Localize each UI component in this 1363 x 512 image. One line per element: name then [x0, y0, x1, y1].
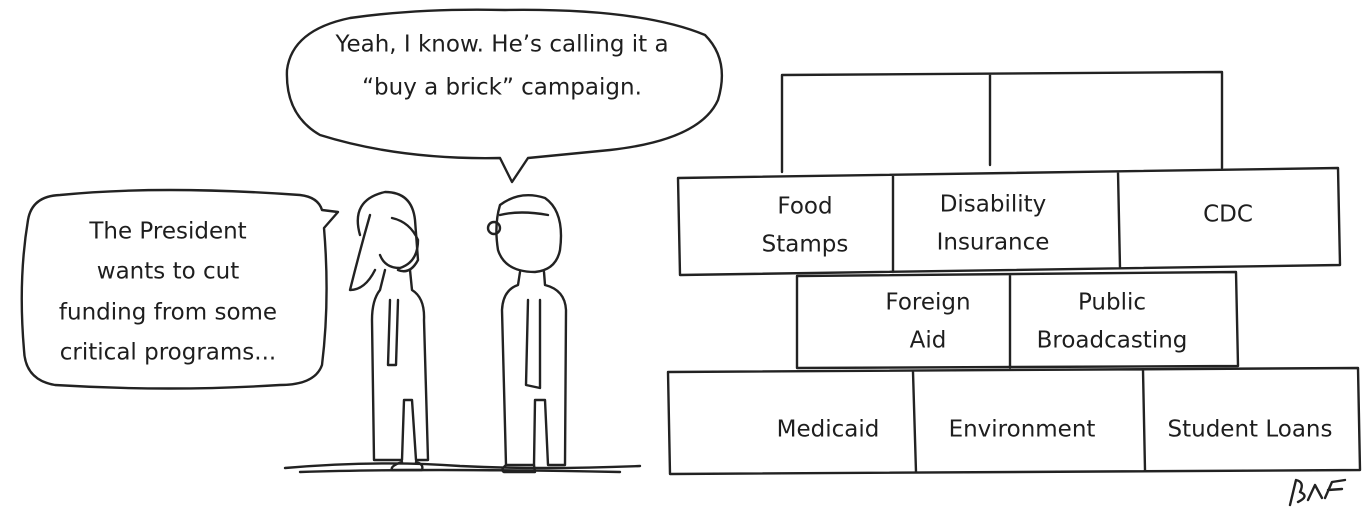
- brick-label: Aid: [910, 328, 947, 354]
- brick-label: Disability: [940, 192, 1047, 218]
- signature: [1290, 480, 1345, 505]
- wall-frame: [668, 72, 1360, 474]
- speech-text: The President: [88, 219, 246, 245]
- speech-text: wants to cut: [97, 259, 239, 285]
- brick-label: Environment: [949, 417, 1096, 443]
- page: The President wants to cut funding from so…: [0, 0, 1363, 512]
- brick-label: Medicaid: [777, 417, 880, 443]
- brick-label: Student Loans: [1168, 417, 1333, 443]
- brick-label: Foreign: [885, 290, 970, 316]
- brick-label: Stamps: [762, 232, 849, 258]
- speech-text: funding from some: [59, 300, 277, 326]
- woman-figure: [350, 192, 428, 470]
- speech-text: critical programs...: [60, 340, 276, 366]
- brick-label: Public: [1078, 290, 1146, 316]
- brick-label: Insurance: [937, 230, 1050, 256]
- man-figure: [488, 195, 566, 472]
- brick-label: Food: [777, 194, 832, 220]
- ground: [285, 463, 640, 472]
- cartoon: The President wants to cut funding from so…: [0, 0, 1363, 512]
- speech-text: “buy a brick” campaign.: [362, 75, 642, 101]
- brick-label: Broadcasting: [1037, 328, 1188, 354]
- brick-label: CDC: [1203, 202, 1253, 228]
- speech-text: Yeah, I know. He’s calling it a: [334, 32, 668, 58]
